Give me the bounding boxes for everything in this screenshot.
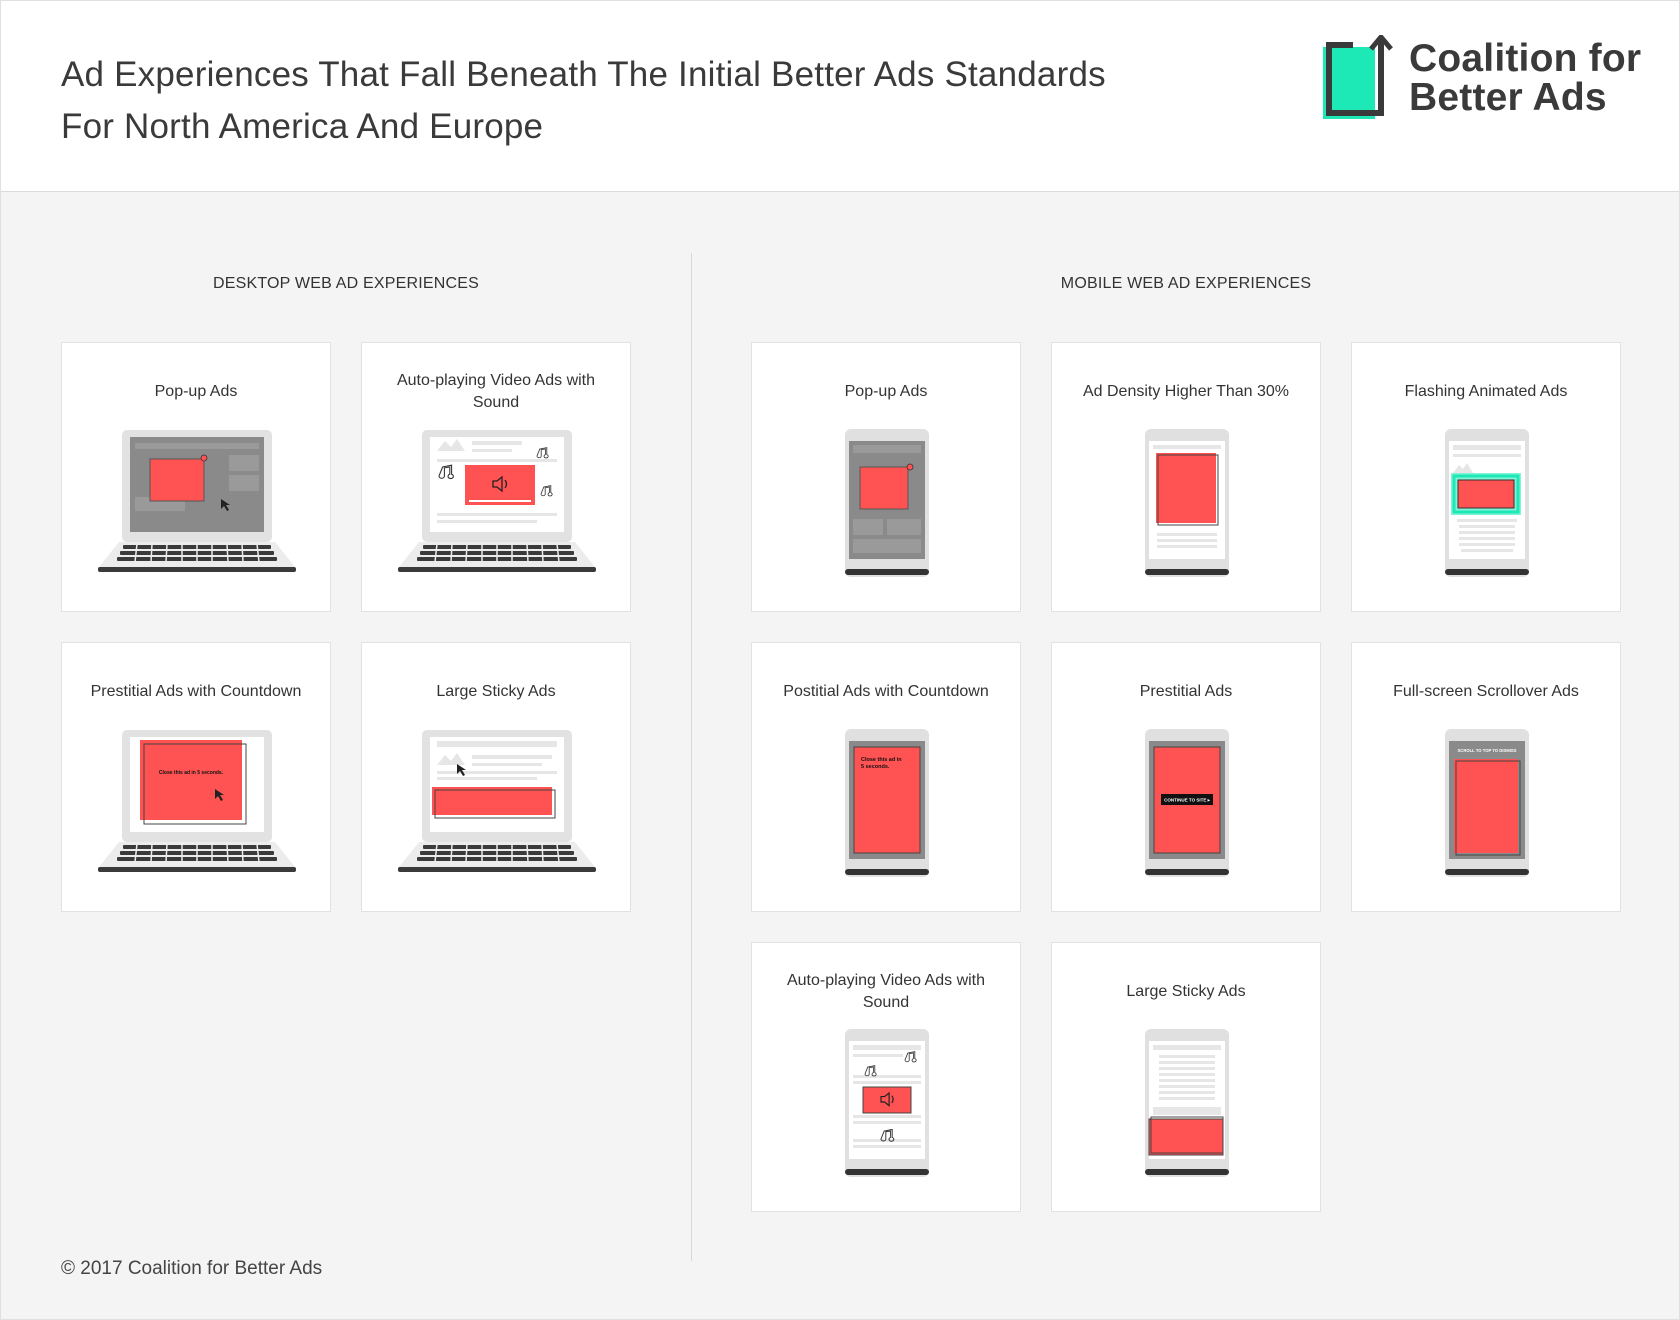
logo-text: Coalition for Better Ads [1409, 39, 1641, 117]
logo: Coalition for Better Ads [1323, 35, 1643, 125]
logo-text-line-1: Coalition for [1409, 37, 1642, 80]
desktop-card-prestitial-countdown: Prestitial Ads with Countdown Close this… [61, 642, 331, 912]
mobile-card-popup: Pop-up Ads [751, 342, 1021, 612]
desktop-card-popup: Pop-up Ads [61, 342, 331, 612]
desktop-section-label: DESKTOP WEB AD EXPERIENCES [212, 275, 480, 292]
phone-video-sound-icon [845, 1029, 929, 1177]
card-title: Prestitial Ads with Countdown [90, 683, 302, 700]
card-title: Large Sticky Ads [1126, 983, 1246, 1000]
desktop-card-video-sound: Auto-playing Video Ads with Sound [361, 342, 631, 612]
square-arrow-up-icon [1323, 35, 1393, 119]
phone-sticky-ad-icon [1145, 1029, 1229, 1177]
header: Ad Experiences That Fall Beneath The Ini… [1, 1, 1679, 192]
card-title: Ad Density Higher Than 30% [1082, 383, 1290, 400]
phone-flashing-ad-icon [1445, 429, 1529, 577]
phone-popup-icon [845, 429, 929, 577]
page-title-line-1: Ad Experiences That Fall Beneath The Ini… [61, 55, 1106, 94]
mobile-card-ad-density: Ad Density Higher Than 30% [1051, 342, 1321, 612]
mobile-card-scrollover: Full-screen Scrollover Ads SCROLL TO TOP… [1351, 642, 1621, 912]
ad-countdown-text-line-2: 5 seconds. [861, 764, 890, 770]
mobile-card-video-sound: Auto-playing Video Ads with Sound [751, 942, 1021, 1212]
laptop-video-sound-icon [397, 429, 597, 573]
laptop-sticky-ad-icon [397, 729, 597, 873]
section-divider [691, 253, 692, 1261]
card-title: Auto-playing Video Ads with Sound [786, 972, 986, 1011]
ad-countdown-text-line-1: Close this ad in [861, 757, 902, 763]
phone-ad-density-icon [1145, 429, 1229, 577]
logo-text-line-2: Better Ads [1409, 76, 1607, 119]
card-title: Postitial Ads with Countdown [783, 683, 989, 700]
laptop-prestitial-countdown-icon: Close this ad in 5 seconds. [97, 729, 297, 873]
scroll-to-dismiss-text: SCROLL TO TOP TO DISMISS [1458, 748, 1517, 753]
phone-scrollover-icon: SCROLL TO TOP TO DISMISS [1445, 729, 1529, 877]
copyright-footer: © 2017 Coalition for Better Ads [61, 1258, 323, 1279]
laptop-popup-icon [97, 429, 297, 573]
ad-countdown-text: Close this ad in 5 seconds. [159, 770, 224, 776]
phone-prestitial-icon: CONTINUE TO SITE ▸ [1145, 729, 1229, 877]
mobile-card-flashing: Flashing Animated Ads [1351, 342, 1621, 612]
card-title: Flashing Animated Ads [1404, 383, 1568, 400]
card-title: Prestitial Ads [1139, 683, 1233, 700]
card-title: Pop-up Ads [844, 383, 928, 400]
mobile-card-postitial-countdown: Postitial Ads with Countdown Close this … [751, 642, 1021, 912]
phone-postitial-countdown-icon: Close this ad in 5 seconds. [845, 729, 929, 877]
card-title: Full-screen Scrollover Ads [1393, 683, 1579, 700]
page-title: Ad Experiences That Fall Beneath The Ini… [61, 49, 1181, 153]
page-title-line-2: For North America And Europe [61, 107, 544, 146]
mobile-card-prestitial: Prestitial Ads CONTINUE TO SITE ▸ [1051, 642, 1321, 912]
mobile-section-label: MOBILE WEB AD EXPERIENCES [1060, 275, 1312, 292]
card-title: Auto-playing Video Ads with Sound [396, 372, 596, 411]
mobile-card-sticky: Large Sticky Ads [1051, 942, 1321, 1212]
card-title: Pop-up Ads [154, 383, 238, 400]
card-title: Large Sticky Ads [436, 683, 556, 700]
desktop-card-sticky: Large Sticky Ads [361, 642, 631, 912]
continue-to-site-button-text: CONTINUE TO SITE ▸ [1164, 798, 1210, 803]
